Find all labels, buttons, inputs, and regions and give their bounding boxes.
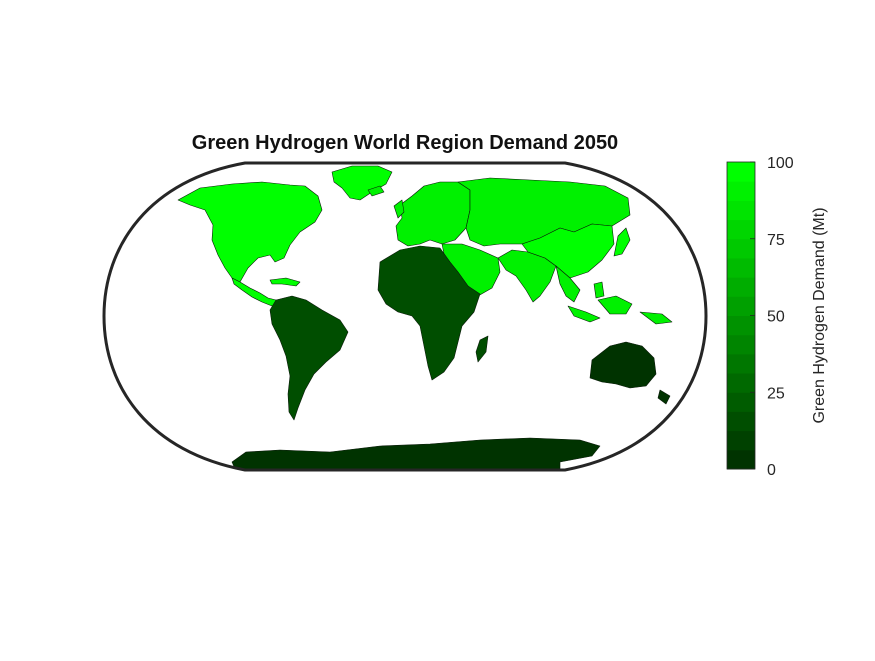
- colorbar-band: [727, 449, 755, 470]
- colorbar-band: [727, 392, 755, 412]
- colorbar: 0 25 50 75 100 Green Hydrogen Demand (Mt): [726, 155, 828, 479]
- map-title: Green Hydrogen World Region Demand 2050: [191, 132, 619, 154]
- region-north-america[interactable]: [177, 181, 323, 283]
- region-caribbean[interactable]: [269, 277, 301, 287]
- colorbar-tick-label: 75: [767, 232, 785, 249]
- colorbar-tick-label: 0: [767, 462, 776, 479]
- colorbar-tick-label: 25: [767, 385, 785, 402]
- colorbar-band: [727, 353, 755, 374]
- region-south-asia[interactable]: [497, 249, 557, 303]
- colorbar-band: [727, 200, 755, 221]
- map-frame: [102, 161, 708, 472]
- region-southeast-asia[interactable]: [555, 265, 673, 325]
- colorbar-band: [727, 219, 755, 240]
- colorbar-band: [727, 334, 755, 355]
- region-europe[interactable]: [395, 181, 471, 247]
- colorbar-band: [727, 296, 755, 316]
- region-east-asia[interactable]: [521, 223, 615, 279]
- region-oceania[interactable]: [589, 341, 671, 405]
- region-south-america[interactable]: [269, 295, 349, 421]
- colorbar-band: [727, 411, 755, 432]
- colorbar-band: [727, 277, 755, 297]
- colorbar-band: [727, 257, 755, 278]
- colorbar-band: [727, 373, 755, 393]
- region-uk-iceland[interactable]: [367, 185, 405, 219]
- colorbar-band: [727, 162, 755, 182]
- region-africa[interactable]: [377, 245, 481, 381]
- colorbar-label: Green Hydrogen Demand (Mt): [811, 207, 828, 423]
- colorbar-tick-label: 50: [767, 309, 785, 326]
- colorbar-band: [727, 430, 755, 451]
- colorbar-ticks: 0 25 50 75 100: [750, 155, 794, 479]
- colorbar-tick-label: 100: [767, 155, 794, 172]
- colorbar-band: [727, 315, 755, 336]
- colorbar-bands: [727, 162, 755, 470]
- colorbar-band: [727, 181, 755, 201]
- region-madagascar[interactable]: [475, 335, 489, 363]
- colorbar-band: [727, 238, 755, 259]
- region-japan[interactable]: [613, 227, 631, 257]
